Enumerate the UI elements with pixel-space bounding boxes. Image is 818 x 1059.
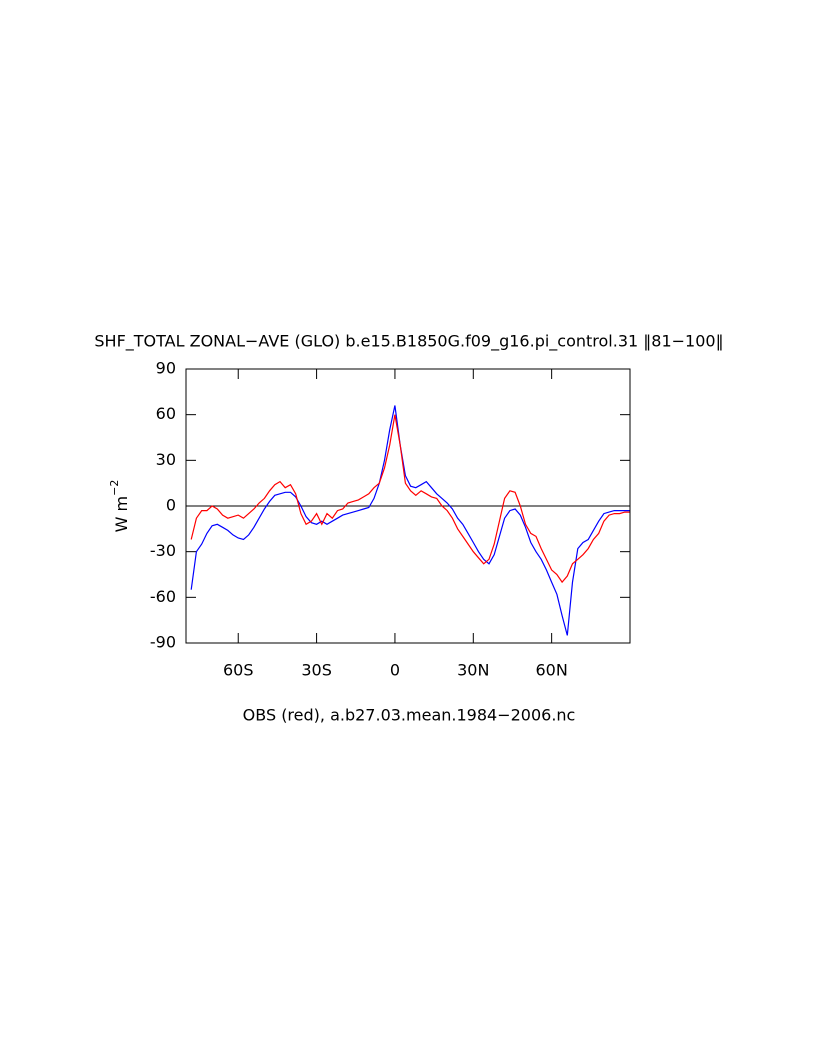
x-tick-label: 60N bbox=[535, 661, 567, 680]
y-tick-label: 60 bbox=[156, 404, 176, 423]
y-tick-label: -30 bbox=[150, 541, 176, 560]
y-tick-label: 30 bbox=[156, 450, 176, 469]
y-tick-label: -60 bbox=[150, 587, 176, 606]
x-tick-label: 0 bbox=[390, 661, 400, 680]
chart-title: SHF_TOTAL ZONAL−AVE (GLO) b.e15.B1850G.f… bbox=[94, 332, 723, 352]
y-tick-label: -90 bbox=[150, 633, 176, 652]
y-axis-label: W m−2 bbox=[108, 480, 131, 533]
y-axis-label-exponent: −2 bbox=[108, 480, 121, 496]
x-tick-label: 30N bbox=[457, 661, 489, 680]
x-tick-label: 60S bbox=[223, 661, 254, 680]
x-tick-label: 30S bbox=[301, 661, 332, 680]
x-axis-label: OBS (red), a.b27.03.mean.1984−2006.nc bbox=[243, 706, 576, 725]
y-tick-label: 90 bbox=[156, 359, 176, 378]
series-line bbox=[190, 414, 630, 584]
y-tick-label: 0 bbox=[166, 496, 176, 515]
plot-frame bbox=[185, 368, 631, 644]
y-axis-label-unit: W m bbox=[112, 496, 131, 533]
series-line bbox=[190, 405, 630, 636]
